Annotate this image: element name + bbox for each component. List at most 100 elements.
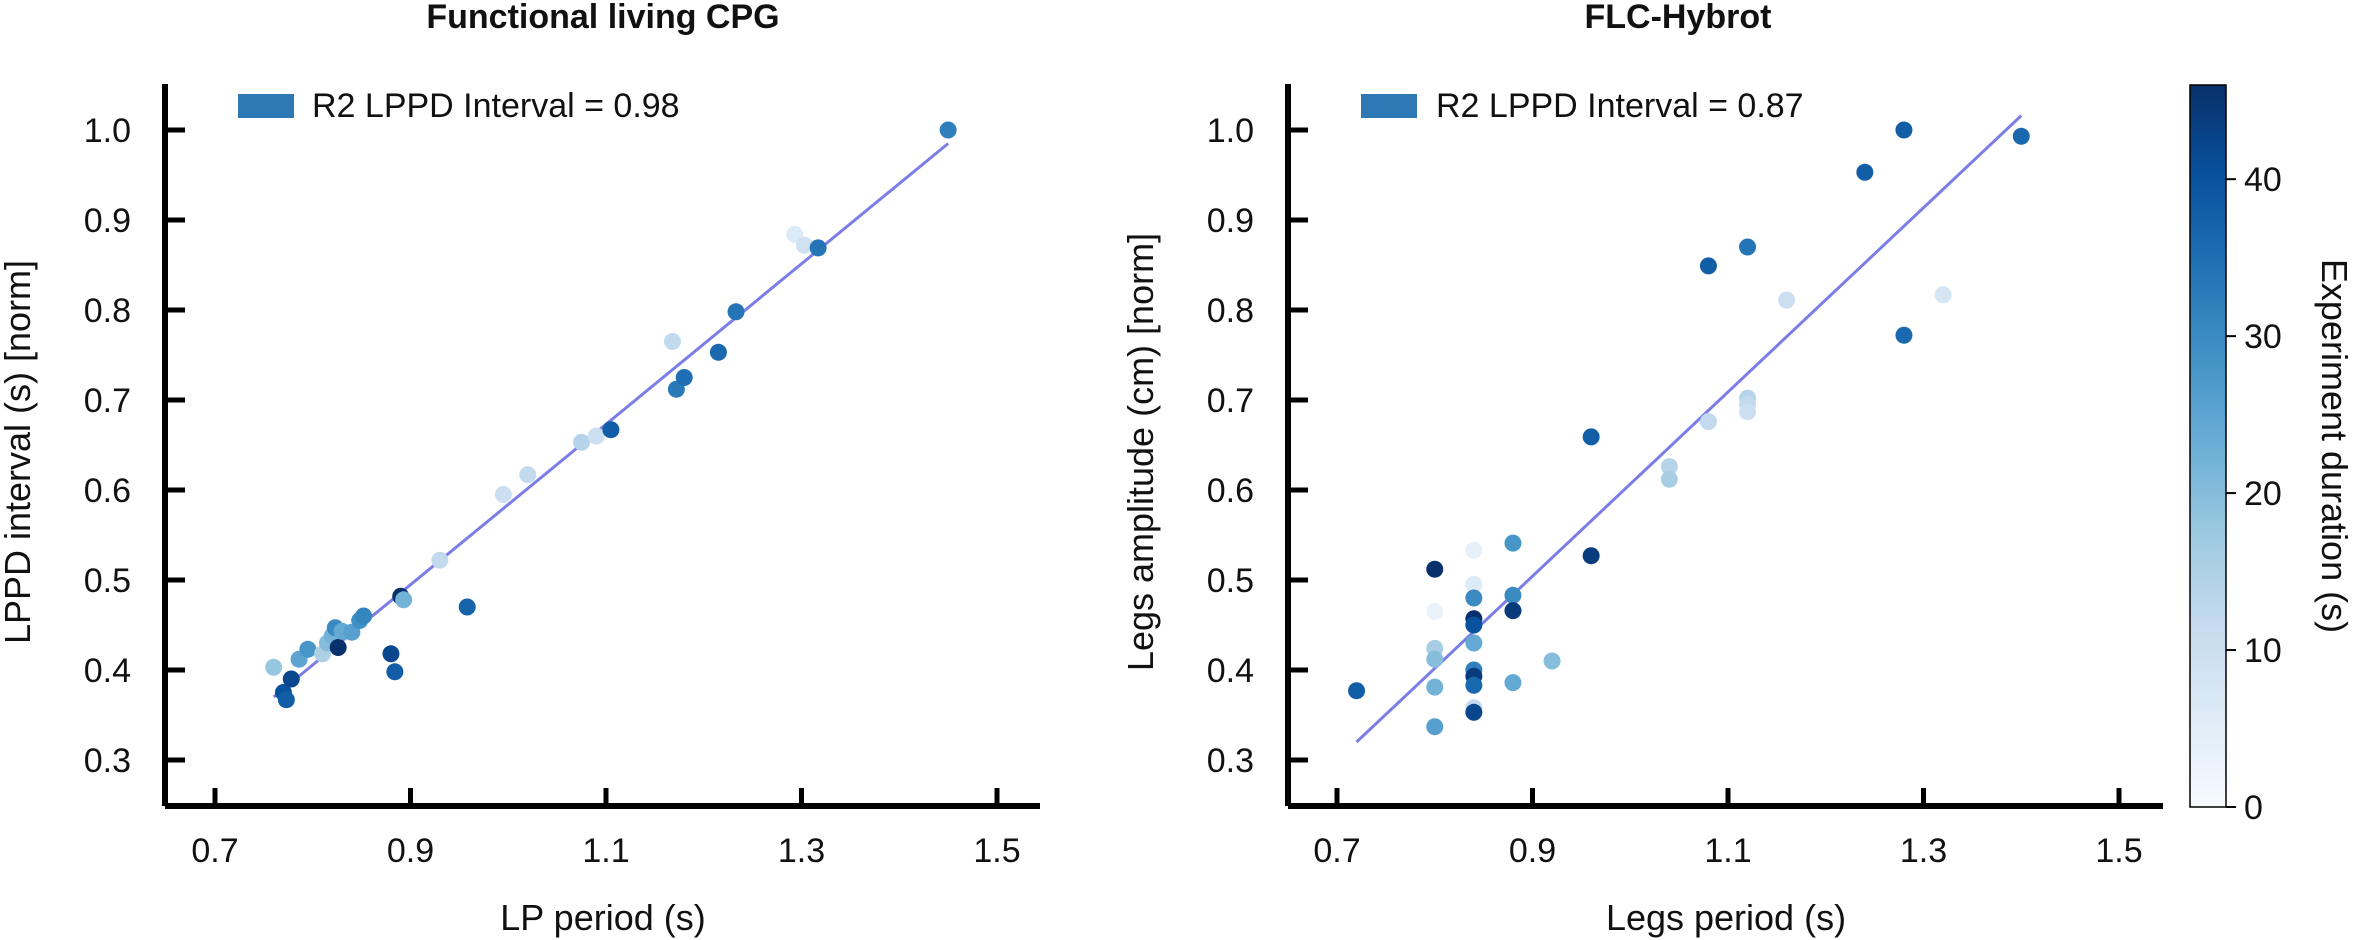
right-y-axis-label: Legs amplitude (cm) [norm] <box>1120 233 1161 671</box>
y-tick-label: 0.3 <box>1207 742 1254 780</box>
y-tick-label: 0.6 <box>1207 472 1254 510</box>
data-point <box>1699 257 1717 275</box>
data-point <box>277 691 295 709</box>
y-tick-label: 0.5 <box>1207 562 1254 600</box>
y-tick-label: 0.4 <box>84 652 131 690</box>
colorbar: 0 10 20 30 40 Experiment duration (s) <box>2189 84 2355 827</box>
data-point <box>282 670 300 688</box>
data-point <box>1465 616 1483 634</box>
colorbar-tick-label: 0 <box>2244 789 2263 827</box>
y-tick-label: 0.7 <box>84 382 131 420</box>
data-point <box>2012 127 2030 145</box>
colorbar-tick-label: 20 <box>2244 475 2282 513</box>
data-point <box>786 225 804 243</box>
right-legend-text: R2 LPPD Interval = 0.87 <box>1436 87 1804 125</box>
data-point <box>1582 547 1600 565</box>
data-point <box>939 121 957 139</box>
data-point <box>1426 560 1444 578</box>
right-legend-patch <box>1361 94 1417 118</box>
data-point <box>494 486 512 503</box>
colorbar-tick-label: 30 <box>2244 318 2282 356</box>
data-point <box>1465 576 1483 593</box>
data-point <box>395 591 413 609</box>
data-point <box>587 427 605 445</box>
x-tick-label: 1.5 <box>973 832 1020 870</box>
data-point <box>709 343 727 361</box>
y-tick-label: 0.6 <box>84 472 131 510</box>
x-tick-label: 1.1 <box>582 832 629 870</box>
data-point <box>382 645 400 663</box>
y-tick-label: 1.0 <box>1207 112 1254 150</box>
data-point <box>1465 589 1483 607</box>
y-tick-label: 0.7 <box>1207 382 1254 420</box>
data-point <box>1739 403 1757 421</box>
data-point <box>1504 602 1522 620</box>
data-point <box>1660 458 1678 476</box>
colorbar-label: Experiment duration (s) <box>2314 259 2355 633</box>
data-point <box>1582 428 1600 446</box>
data-point <box>1895 121 1913 139</box>
data-point <box>1778 291 1796 309</box>
left-scatter-panel: Functional living CPG LP period (s) LPPD… <box>0 0 1040 938</box>
x-tick-label: 1.1 <box>1704 832 1751 870</box>
right-scatter-panel: FLC-Hybrot Legs period (s) Legs amplitud… <box>1120 0 2163 938</box>
x-tick-label: 0.7 <box>1313 832 1360 870</box>
data-point <box>1504 674 1522 692</box>
data-point <box>458 598 476 616</box>
left-chart-title: Functional living CPG <box>426 0 779 36</box>
data-point <box>1465 541 1483 559</box>
data-point <box>1426 603 1444 620</box>
data-point <box>519 466 537 484</box>
y-tick-label: 0.5 <box>84 562 131 600</box>
x-tick-label: 1.3 <box>1900 832 1947 870</box>
data-point <box>431 551 449 569</box>
data-point <box>299 640 317 658</box>
data-point <box>1465 634 1483 652</box>
left-x-axis-label: LP period (s) <box>500 897 705 938</box>
data-point <box>1699 413 1717 431</box>
data-point <box>355 607 373 625</box>
regression-line <box>1355 114 2023 744</box>
left-y-axis-label: LPPD interval (s) [norm] <box>0 260 38 644</box>
data-point <box>1504 586 1522 604</box>
data-point <box>265 658 283 676</box>
data-point <box>1465 676 1483 694</box>
y-tick-label: 0.9 <box>84 202 131 240</box>
data-point <box>386 663 404 681</box>
data-point <box>1543 652 1561 670</box>
colorbar-gradient <box>2189 84 2227 808</box>
data-point <box>1426 650 1444 668</box>
data-point <box>573 433 591 451</box>
left-legend-text: R2 LPPD Interval = 0.98 <box>312 87 680 125</box>
data-point <box>809 239 827 257</box>
data-point <box>675 369 693 386</box>
data-point <box>1426 678 1444 696</box>
colorbar-tick-label: 40 <box>2244 161 2282 199</box>
data-point <box>727 303 745 321</box>
data-point <box>1465 703 1483 721</box>
right-x-axis-label: Legs period (s) <box>1606 897 1846 938</box>
regression-line <box>272 142 950 699</box>
y-tick-label: 0.8 <box>1207 292 1254 330</box>
y-tick-label: 0.9 <box>1207 202 1254 240</box>
right-chart-title: FLC-Hybrot <box>1585 0 1772 36</box>
x-tick-label: 0.9 <box>1509 832 1556 870</box>
left-legend-patch <box>238 94 294 118</box>
x-tick-label: 0.7 <box>191 832 238 870</box>
data-point <box>1856 163 1874 181</box>
data-point <box>663 333 681 350</box>
data-point <box>1660 470 1678 488</box>
y-tick-label: 1.0 <box>84 112 131 150</box>
x-tick-label: 0.9 <box>387 832 434 870</box>
data-point <box>795 236 813 254</box>
data-point <box>1739 238 1757 256</box>
data-point <box>1504 534 1522 552</box>
data-point <box>1348 682 1366 700</box>
data-point <box>329 639 347 656</box>
y-tick-label: 0.3 <box>84 742 131 780</box>
data-point <box>1934 286 1952 304</box>
x-tick-label: 1.3 <box>778 832 825 870</box>
y-tick-label: 0.4 <box>1207 652 1254 690</box>
colorbar-tick-label: 10 <box>2244 632 2282 670</box>
